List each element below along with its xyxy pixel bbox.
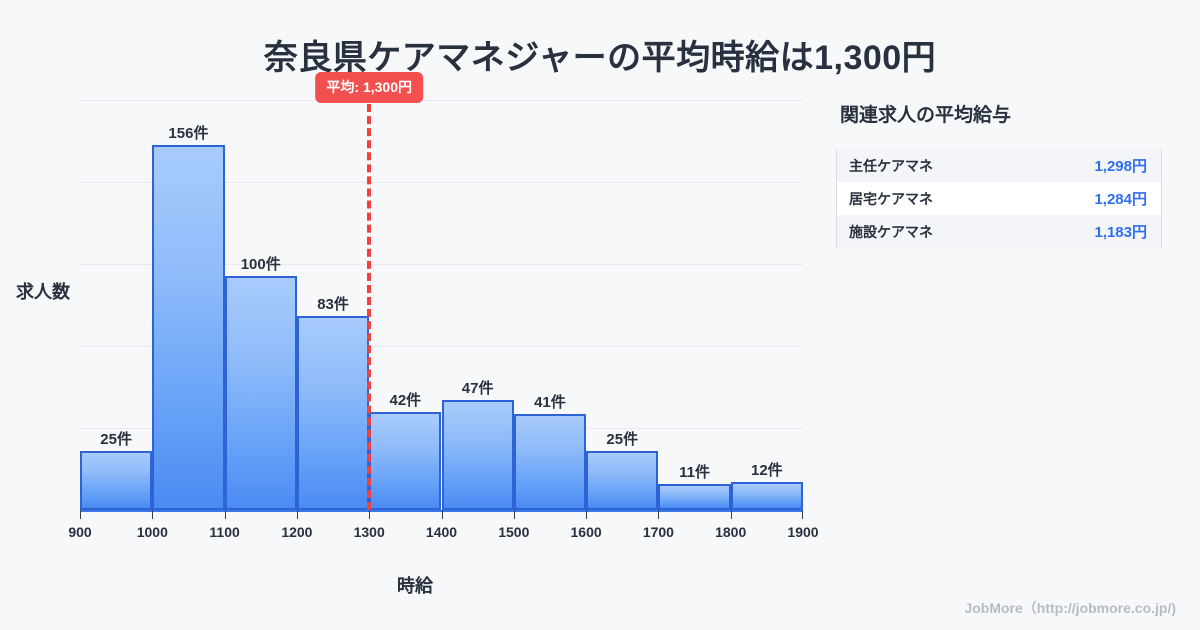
x-axis-tick-label: 1900 [787,524,819,540]
bar-value-label: 156件 [168,124,209,142]
x-axis-tick [224,510,226,519]
row-value: 1,298円 [1094,158,1147,175]
average-line [367,92,372,510]
bar[interactable] [224,275,297,510]
bar[interactable] [369,411,442,510]
salary-table: 主任ケアマネ 1,298円居宅ケアマネ 1,284円施設ケアマネ 1,183円 [836,149,1162,248]
bar-value-label: 25件 [606,431,639,449]
x-axis-tick-label: 1200 [281,524,313,540]
table-row[interactable]: 主任ケアマネ 1,298円 [837,149,1161,182]
average-badge: 平均: 1,300円 [315,72,423,103]
x-axis-tick-label: 1800 [715,524,747,540]
x-axis-tick-label: 1100 [209,524,240,540]
x-axis-tick-label: 1500 [498,524,530,540]
x-axis-tick-label: 1600 [570,524,602,540]
bar[interactable] [152,144,225,510]
gridline [80,346,803,347]
bar-value-label: 42件 [389,391,422,409]
table-row[interactable]: 施設ケアマネ 1,183円 [837,215,1161,248]
page-title: 奈良県ケアマネジャーの平均時給は1,300円 [263,39,937,77]
row-value: 1,284円 [1094,191,1147,208]
y-axis-title: 求人数 [16,282,70,302]
x-axis-tick [586,510,588,519]
row-label: 居宅ケアマネ [849,190,933,207]
bar[interactable] [80,451,153,510]
x-axis-tick [730,510,732,519]
bar-value-label: 100件 [240,255,281,273]
gridline [80,100,803,101]
bar[interactable] [513,413,587,510]
bar-value-label: 83件 [317,295,349,313]
x-axis-tick-label: 1700 [642,524,674,540]
x-axis-tick [296,510,298,519]
x-axis-title: 時給 [397,576,433,596]
x-axis-tick [658,510,660,519]
x-axis-tick-label: 1400 [425,524,458,540]
histogram-chart: 求人数 25件 156件 100件 83件 42件 47件 41件 25件 11件 12件 900 1… [16,72,819,596]
watermark: JobMore（http://jobmore.co.jp/) [964,600,1176,616]
x-axis-tick [441,510,443,519]
bar[interactable] [730,481,803,510]
plot-area: 25件 156件 100件 83件 42件 47件 41件 25件 11件 12件 900 1000 1… [68,72,819,540]
row-label: 施設ケアマネ [849,223,933,240]
bar[interactable] [296,315,370,510]
x-axis-tick [80,510,81,519]
gridline [80,264,803,265]
bar-value-label: 41件 [534,393,566,411]
x-axis-tick [513,510,515,519]
bar-value-label: 11件 [679,464,710,482]
row-value: 1,183円 [1094,224,1147,241]
bar-value-label: 25件 [100,431,132,449]
bar-value-label: 12件 [750,461,783,479]
x-axis-tick-label: 900 [68,524,92,540]
table-row[interactable]: 居宅ケアマネ 1,284円 [837,182,1161,215]
bar[interactable] [586,451,659,510]
gridline [80,182,803,183]
x-axis-tick [369,510,371,519]
x-axis-tick [152,510,154,519]
bar[interactable] [658,484,731,510]
x-axis-tick [802,510,803,519]
row-label: 主任ケアマネ [849,157,933,174]
bar[interactable] [441,399,514,510]
panel-heading: 関連求人の平均給与 [840,105,1012,126]
related-salary-panel: 関連求人の平均給与 主任ケアマネ 1,298円居宅ケアマネ 1,284円施設ケアマネ… [836,100,1176,248]
x-axis-tick-label: 1000 [136,524,168,540]
x-axis-tick-label: 1300 [353,524,385,540]
bar-value-label: 47件 [461,379,494,397]
